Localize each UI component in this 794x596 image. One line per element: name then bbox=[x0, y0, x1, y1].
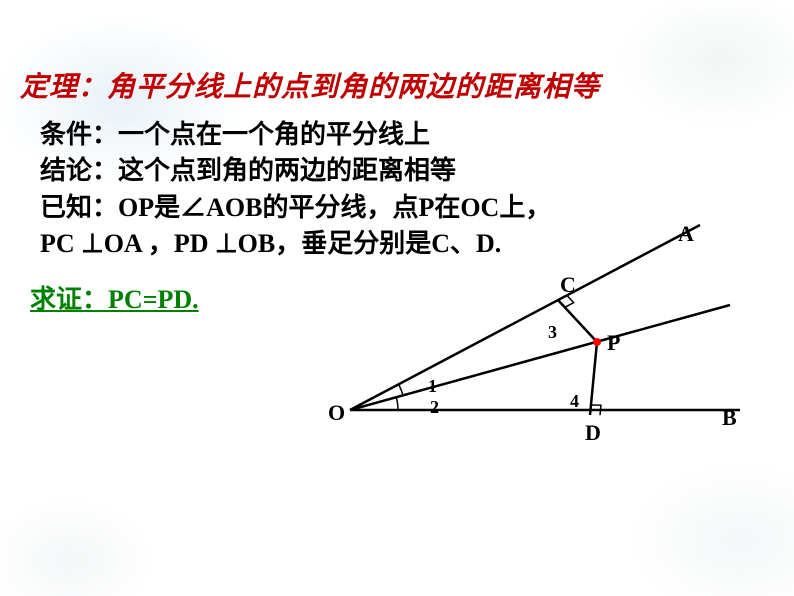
svg-text:D: D bbox=[585, 420, 601, 445]
svg-text:P: P bbox=[607, 330, 620, 355]
svg-text:3: 3 bbox=[548, 322, 557, 342]
svg-text:B: B bbox=[722, 405, 737, 430]
diagram-svg: O A B C D P 12 3 4 bbox=[310, 220, 770, 470]
condition-line: 条件：一个点在一个角的平分线上 bbox=[40, 117, 774, 153]
svg-text:1: 1 bbox=[428, 376, 437, 396]
svg-text:O: O bbox=[328, 400, 345, 425]
svg-text:2: 2 bbox=[430, 397, 439, 417]
theorem-statement: 定理：角平分线上的点到角的两边的距离相等 bbox=[20, 65, 774, 105]
conclusion-line: 结论：这个点到角的两边的距离相等 bbox=[40, 153, 774, 189]
svg-text:C: C bbox=[560, 272, 576, 297]
svg-text:A: A bbox=[678, 221, 694, 246]
svg-text:4: 4 bbox=[570, 391, 579, 411]
geometry-diagram: O A B C D P 12 3 4 bbox=[310, 220, 770, 470]
